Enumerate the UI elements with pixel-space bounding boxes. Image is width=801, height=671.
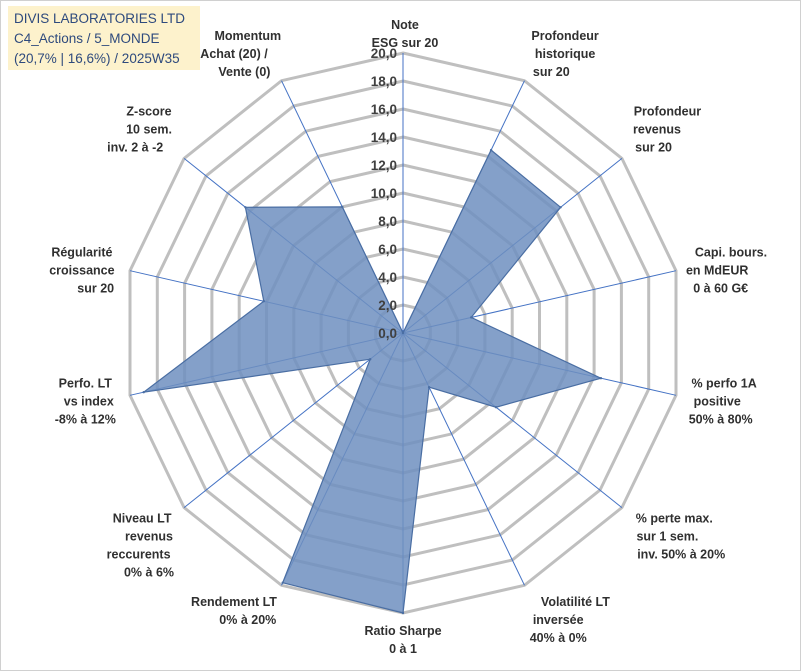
- radar-series: [142, 148, 603, 615]
- tick-label: 20,0: [371, 46, 397, 61]
- data-point: [489, 148, 493, 152]
- data-point: [369, 358, 372, 361]
- spoke: [183, 332, 404, 508]
- data-point: [470, 316, 473, 319]
- tick-label: 0,0: [378, 326, 397, 341]
- category-label: Régularité croissance sur 20: [49, 246, 114, 296]
- category-label: Profondeur revenus sur 20: [633, 105, 701, 155]
- category-label: Rendement LT 0% à 20%: [191, 595, 277, 627]
- tick-label: 2,0: [378, 298, 397, 313]
- data-point: [559, 206, 562, 209]
- category-labels: Note ESG sur 20 Profondeur historique sur 20…: [49, 18, 767, 656]
- title-stats: (20,7% | 16,6%) / 2025W35: [14, 51, 180, 66]
- tick-label: 14,0: [371, 130, 397, 145]
- data-point: [244, 206, 247, 209]
- tick-label: 8,0: [378, 214, 397, 229]
- category-label: Capi. bours. en MdEUR 0 à 60 G€: [686, 246, 767, 296]
- category-label: Niveau LT revenus reccurents 0% à 6%: [107, 511, 174, 579]
- data-point: [262, 300, 265, 303]
- chart-title-box: DIVIS LABORATORIES LTD C4_Actions / 5_MO…: [8, 6, 200, 70]
- tick-label: 18,0: [371, 74, 397, 89]
- tick-label: 4,0: [378, 270, 397, 285]
- tick-label: 16,0: [371, 102, 397, 117]
- data-point: [599, 377, 603, 380]
- category-label: Note ESG sur 20: [372, 18, 439, 50]
- category-label: % perte max. sur 1 sem. inv. 50% à 20%: [636, 511, 725, 561]
- data-point: [281, 581, 284, 584]
- tick-label: 10,0: [371, 186, 397, 201]
- radial-tick-labels: 0,0 2,0 4,0 6,0 8,0 10,0 12,0 14,0 16,0 18,0 20,0: [371, 46, 397, 341]
- category-label: Z-score 10 sem. inv. 2 à -2: [107, 105, 172, 155]
- category-label: % perfo 1A positive 50% à 80%: [689, 376, 757, 426]
- data-point: [401, 611, 405, 615]
- data-point: [401, 331, 405, 335]
- data-point: [427, 386, 431, 389]
- tick-label: 6,0: [378, 242, 397, 257]
- category-label: Momentum Achat (20) / Vente (0): [200, 29, 281, 79]
- tick-label: 12,0: [371, 158, 397, 173]
- title-company: DIVIS LABORATORIES LTD: [14, 11, 186, 26]
- data-point: [341, 205, 344, 209]
- data-point: [142, 391, 145, 394]
- category-label: Profondeur historique sur 20: [531, 29, 598, 79]
- data-point: [494, 406, 498, 409]
- category-label: Perfo. LT vs index -8% à 12%: [55, 376, 116, 426]
- category-label: Volatilité LT inversée 40% à 0%: [530, 595, 611, 645]
- category-label: Ratio Sharpe 0 à 1: [364, 624, 441, 656]
- title-category: C4_Actions / 5_MONDE: [14, 31, 160, 46]
